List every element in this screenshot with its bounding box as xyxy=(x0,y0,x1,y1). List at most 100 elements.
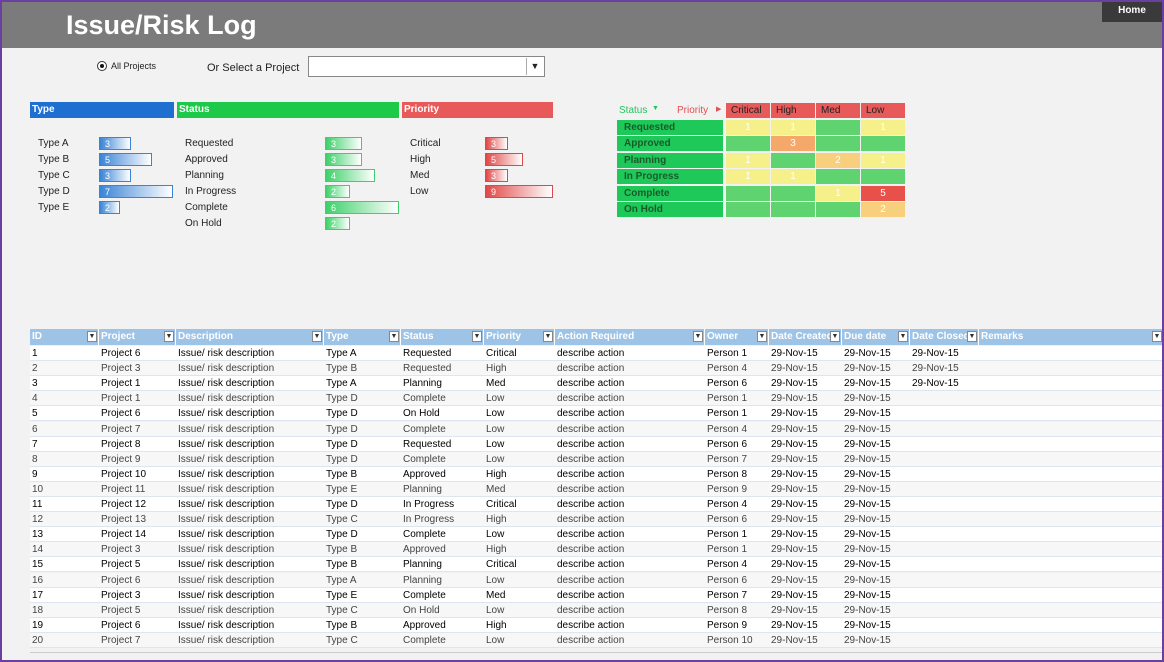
table-cell: Project 1 xyxy=(101,378,141,390)
table-cell: Person 1 xyxy=(707,408,748,420)
matrix-cell xyxy=(816,120,860,135)
table-header: Type ▼ xyxy=(324,329,401,345)
table-row xyxy=(30,587,1162,603)
table-cell: 5 xyxy=(32,408,38,420)
table-cell: describe action xyxy=(557,393,625,405)
table-cell: Type D xyxy=(326,408,358,420)
table-cell: 18 xyxy=(32,604,44,616)
filter-button[interactable]: ▼ xyxy=(967,331,977,342)
table-cell: describe action xyxy=(557,574,625,586)
table-cell: 29-Nov-15 xyxy=(844,589,891,601)
table-cell: describe action xyxy=(557,499,625,510)
table-cell: Type B xyxy=(326,468,358,480)
item-label: In Progress xyxy=(185,186,237,197)
status-arrow: ▼ xyxy=(652,105,659,112)
table-cell: Low xyxy=(486,634,505,646)
radio-button[interactable] xyxy=(97,61,107,71)
radio-label: All Projects xyxy=(111,61,157,71)
table-cell: Issue/ risk description xyxy=(178,408,275,420)
table-cell: 29-Nov-15 xyxy=(771,483,818,495)
table-cell: Type D xyxy=(326,529,358,541)
table-cell: Person 8 xyxy=(707,468,748,480)
table-cell: Planning xyxy=(403,574,442,586)
table-cell: High xyxy=(486,514,507,526)
table-cell: Person 4 xyxy=(707,559,748,571)
filter-button[interactable]: ▼ xyxy=(830,331,840,342)
table-cell: 20 xyxy=(32,634,44,646)
filter-button[interactable]: ▼ xyxy=(693,331,703,342)
table-cell: High xyxy=(486,468,507,480)
matrix-cell xyxy=(816,169,860,185)
matrix-row-label: On Hold xyxy=(617,202,723,217)
table-cell: Issue/ risk description xyxy=(178,423,275,435)
table-cell: Issue/ risk description xyxy=(178,619,275,631)
table-cell: Type B xyxy=(326,363,358,375)
table-cell: Complete xyxy=(403,634,446,646)
matrix-cell: 1 xyxy=(771,169,815,185)
project-select[interactable]: ▼ xyxy=(308,56,545,77)
table-cell: 29-Nov-15 xyxy=(771,423,818,435)
table-header: Date Closed ▼ xyxy=(910,329,979,345)
table-cell: Type C xyxy=(326,514,358,526)
filter-button[interactable]: ▼ xyxy=(1152,331,1162,342)
table-header: ID ▼ xyxy=(30,329,99,345)
table-cell: 29-Nov-15 xyxy=(844,483,891,495)
table-cell: Project 12 xyxy=(101,499,147,510)
matrix-cell: 5 xyxy=(861,185,905,201)
table-cell: Project 7 xyxy=(101,423,141,435)
table-cell: Project 5 xyxy=(101,559,141,571)
select-label: Or Select a Project xyxy=(207,62,300,74)
data-bar: 3 xyxy=(325,137,363,150)
matrix-row-label: Approved xyxy=(617,136,723,152)
table-cell: describe action xyxy=(557,589,625,601)
table-cell: Person 1 xyxy=(707,544,748,556)
table-cell: Type D xyxy=(326,393,358,405)
table-cell: Complete xyxy=(403,529,446,541)
table-cell: Issue/ risk description xyxy=(178,438,275,450)
matrix-cell: 2 xyxy=(861,202,905,217)
matrix-column-header: High xyxy=(771,103,815,118)
filter-button[interactable]: ▼ xyxy=(389,331,399,342)
filter-button[interactable]: ▼ xyxy=(757,331,767,342)
table-cell: 29-Nov-15 xyxy=(844,559,891,571)
filter-button[interactable]: ▼ xyxy=(312,331,322,342)
matrix-row-label: Complete xyxy=(617,185,723,201)
filter-button[interactable]: ▼ xyxy=(543,331,553,342)
table-cell: Planning xyxy=(403,378,442,390)
data-bar: 5 xyxy=(485,153,523,166)
table-cell: 29-Nov-15 xyxy=(844,348,891,359)
table-cell: 29-Nov-15 xyxy=(771,438,818,450)
matrix-cell xyxy=(771,185,815,201)
filter-button[interactable]: ▼ xyxy=(472,331,482,342)
filter-button[interactable]: ▼ xyxy=(87,331,97,342)
item-label: Planning xyxy=(185,170,224,181)
table-header: Description ▼ xyxy=(176,329,324,345)
data-bar: 3 xyxy=(485,169,508,182)
table-cell: 29-Nov-15 xyxy=(771,408,818,420)
table-cell: On Hold xyxy=(403,408,440,420)
table-cell: Issue/ risk description xyxy=(178,529,275,541)
table-header: Action Required ▼ xyxy=(555,329,705,345)
priority-arrow: ▶ xyxy=(716,106,722,113)
table-cell: 29-Nov-15 xyxy=(771,619,818,631)
filter-button[interactable]: ▼ xyxy=(898,331,908,342)
filter-button[interactable]: ▼ xyxy=(164,331,174,342)
table-cell: 29-Nov-15 xyxy=(771,468,818,480)
table-row xyxy=(30,451,1162,467)
matrix-status-label: Status xyxy=(619,105,648,116)
table-cell: Person 9 xyxy=(707,483,748,495)
table-row xyxy=(30,512,1162,528)
matrix-column-header: Critical xyxy=(726,103,770,118)
table-cell: describe action xyxy=(557,468,625,480)
table-cell: Type D xyxy=(326,438,358,450)
matrix-cell: 1 xyxy=(771,120,815,135)
table-cell: Low xyxy=(486,453,505,465)
table-cell: 29-Nov-15 xyxy=(771,604,818,616)
home-button[interactable]: Home xyxy=(1102,2,1162,22)
table-cell: 29-Nov-15 xyxy=(844,453,891,465)
data-bar: 3 xyxy=(99,137,131,150)
table-cell: High xyxy=(486,363,507,375)
table-cell: describe action xyxy=(557,408,625,420)
table-cell: Low xyxy=(486,423,505,435)
